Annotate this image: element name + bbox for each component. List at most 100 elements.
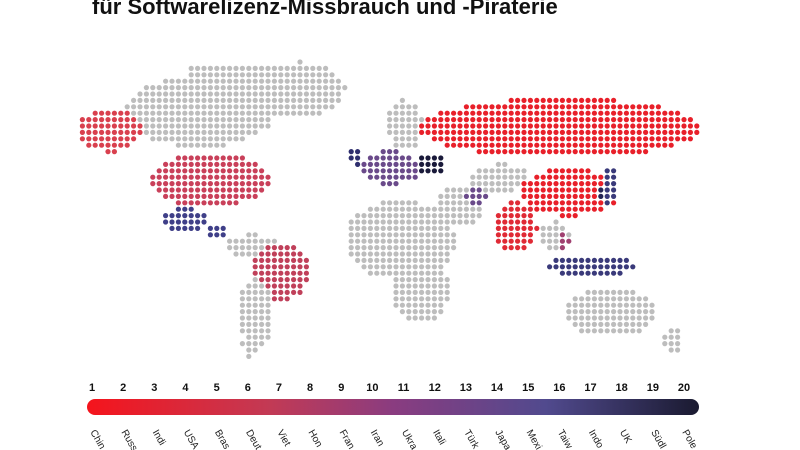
- map-dot: [623, 321, 630, 327]
- map-dot: [623, 129, 630, 135]
- map-dot: [239, 341, 245, 347]
- scale-label: 7: [276, 382, 282, 394]
- map-dot: [246, 309, 252, 315]
- map-dot: [259, 309, 265, 315]
- map-dot: [438, 238, 444, 244]
- map-dot: [495, 232, 501, 238]
- map-dot: [495, 174, 501, 180]
- map-dot: [271, 245, 277, 251]
- map-dot: [220, 65, 226, 71]
- map-dot: [419, 155, 425, 161]
- country-label: Deut: [243, 428, 263, 450]
- map-dot: [540, 123, 546, 129]
- map-dot: [239, 155, 245, 161]
- map-dot: [444, 193, 450, 199]
- map-dot: [521, 136, 527, 142]
- map-dot: [207, 200, 213, 206]
- map-dot: [163, 213, 169, 219]
- map-dot: [374, 206, 380, 212]
- map-dot: [380, 251, 386, 257]
- map-dot: [425, 129, 431, 135]
- map-dot: [591, 200, 598, 206]
- map-dot: [137, 110, 143, 116]
- map-dot: [163, 78, 169, 84]
- map-dot: [227, 104, 233, 110]
- map-dot: [438, 283, 444, 289]
- map-dot: [367, 251, 373, 257]
- map-dot: [252, 270, 258, 276]
- map-dot: [118, 136, 124, 142]
- map-dot: [470, 117, 476, 123]
- map-dot: [649, 142, 655, 148]
- map-dot: [348, 225, 354, 231]
- map-dot: [489, 123, 495, 129]
- map-dot: [553, 219, 559, 225]
- map-dot: [515, 238, 521, 244]
- map-dot: [169, 161, 175, 167]
- map-dot: [284, 277, 290, 283]
- country-label: Türk: [461, 428, 481, 450]
- map-dot: [623, 136, 630, 142]
- map-dot: [438, 155, 444, 161]
- map-dot: [425, 245, 431, 251]
- map-dot: [355, 219, 361, 225]
- map-dot: [643, 296, 649, 302]
- map-dot: [419, 270, 425, 276]
- map-dot: [271, 277, 277, 283]
- map-dot: [431, 232, 437, 238]
- map-dot: [559, 225, 566, 231]
- map-dot: [195, 85, 201, 91]
- map-dot: [252, 238, 258, 244]
- scale-label: 1: [89, 382, 95, 394]
- map-dot: [463, 110, 469, 116]
- map-dot: [380, 206, 386, 212]
- map-dot: [246, 97, 252, 103]
- map-dot: [553, 187, 559, 193]
- map-dot: [547, 136, 553, 142]
- map-dot: [412, 302, 418, 308]
- map-dot: [380, 238, 386, 244]
- map-dot: [483, 168, 489, 174]
- map-dot: [355, 245, 361, 251]
- map-dot: [175, 142, 181, 148]
- map-dot: [252, 65, 258, 71]
- map-dot: [643, 142, 649, 148]
- map-dot: [188, 78, 194, 84]
- map-dot: [195, 97, 201, 103]
- map-dot: [105, 110, 111, 116]
- map-dot: [380, 168, 386, 174]
- map-dot: [195, 161, 201, 167]
- map-dot: [521, 245, 527, 251]
- map-dot: [585, 129, 591, 135]
- map-dot: [534, 136, 540, 142]
- map-dot: [393, 264, 399, 270]
- map-dot: [271, 97, 277, 103]
- map-dot: [220, 97, 226, 103]
- map-dot: [131, 104, 137, 110]
- map-dot: [675, 129, 681, 135]
- map-dot: [291, 78, 297, 84]
- map-dot: [201, 65, 207, 71]
- map-dot: [412, 225, 418, 231]
- map-dot: [201, 187, 207, 193]
- map-dot: [425, 315, 431, 321]
- map-dot: [553, 117, 559, 123]
- map-dot: [163, 104, 169, 110]
- map-dot: [265, 123, 271, 129]
- map-dot: [591, 110, 598, 116]
- map-dot: [195, 110, 201, 116]
- map-dot: [540, 117, 546, 123]
- map-dot: [598, 97, 604, 103]
- map-dot: [374, 257, 380, 263]
- map-dot: [393, 277, 399, 283]
- map-dot: [239, 117, 245, 123]
- map-dot: [195, 136, 201, 142]
- map-dot: [617, 104, 623, 110]
- map-dot: [559, 174, 566, 180]
- map-dot: [201, 193, 207, 199]
- map-dot: [515, 219, 521, 225]
- map-dot: [169, 97, 175, 103]
- map-dot: [227, 155, 233, 161]
- map-dot: [515, 117, 521, 123]
- map-dot: [252, 264, 258, 270]
